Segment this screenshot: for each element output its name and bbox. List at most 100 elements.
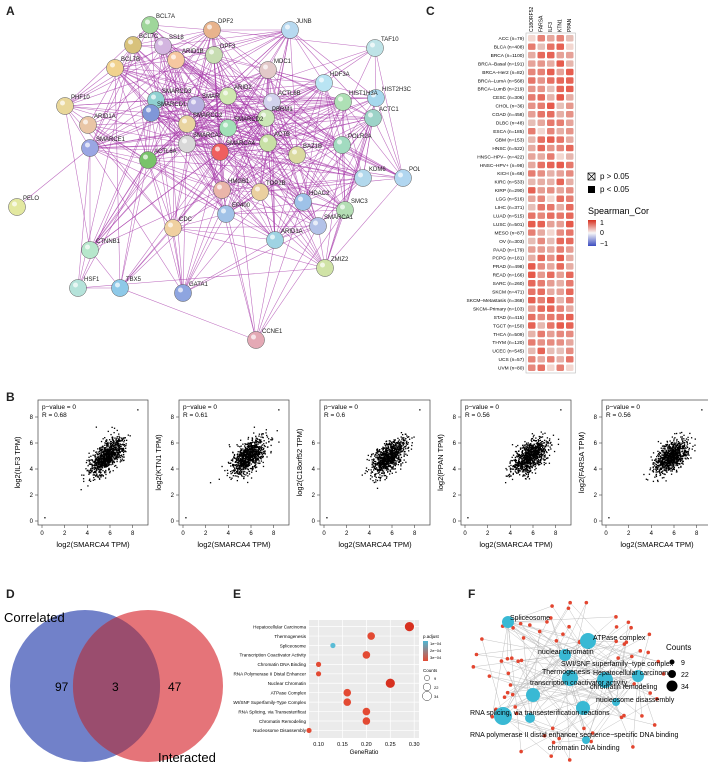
- heatmap-cell: [556, 305, 564, 312]
- heatmap-cell: [537, 280, 545, 287]
- term-node: [632, 670, 644, 682]
- heatmap-row-label: SKCM (n=471): [492, 290, 524, 296]
- heatmap-cell: [547, 254, 555, 262]
- heatmap-cell: [537, 161, 545, 169]
- heatmap-row-label: KIRC (n=533): [495, 180, 525, 186]
- network-node-label: SMC3: [351, 199, 368, 205]
- heatmap-cell: [566, 322, 574, 329]
- heatmap-cell: [556, 220, 564, 228]
- venn-count-interacted: 47: [168, 680, 182, 694]
- panel-label-d: D: [6, 587, 15, 601]
- ppi-network: BCL7A DPF2 JUNB BCL7C BCL7B SS18 ARID1B DPF3 MDC…: [8, 14, 420, 349]
- heatmap-cell: [547, 204, 555, 211]
- heatmap-cell: [528, 77, 536, 84]
- scatter-panel-row: p−value = 0R = 0.680 2 4 6 802468log2(SMARCA…: [13, 399, 708, 549]
- term-node: [559, 649, 571, 661]
- heatmap-cell: [566, 280, 574, 287]
- heatmap-cell: [528, 119, 536, 126]
- p-lt-symbol: [588, 186, 595, 193]
- heatmap-row-label: BRCA–Basal (n=191): [478, 61, 524, 67]
- legend-padj-title: p.adjust: [423, 634, 440, 639]
- x-tick-label: 4: [368, 531, 372, 537]
- heatmap-cell: [528, 111, 536, 118]
- term-node: [502, 616, 514, 628]
- y-tick-label: 8: [453, 415, 457, 421]
- x-axis-label: log2(SMARCA4 TPM): [620, 540, 694, 549]
- network-node-label: POLR2A: [348, 134, 372, 140]
- legend-p-lt: p < 0.05: [600, 185, 630, 194]
- heatmap-cell: [566, 364, 574, 371]
- network-node-label: ACTL6A: [154, 149, 177, 155]
- y-tick-label: 0: [312, 519, 316, 525]
- x-tick-label: 0: [322, 531, 326, 537]
- heatmap-cell: [537, 178, 545, 186]
- heatmap-cell: [547, 102, 555, 110]
- heatmap-cell: [537, 330, 545, 338]
- gene-node: [480, 637, 484, 641]
- heatmap-row-label: BRCA (n=1100): [491, 53, 525, 59]
- dotplot-point: [330, 642, 336, 649]
- heatmap-cell: [528, 313, 536, 321]
- count-tick: 9: [434, 676, 437, 681]
- y-tick-label: 4: [171, 467, 175, 473]
- heatmap-cell: [556, 204, 564, 211]
- r-value-label: R = 0.56: [465, 412, 490, 419]
- heatmap-cell: [556, 347, 564, 355]
- x-tick-label: 2: [204, 531, 208, 537]
- gene-node: [614, 615, 618, 619]
- heatmap-row-label: CESC (n=306): [493, 95, 525, 101]
- heatmap-row-label: SARC (n=260): [493, 281, 525, 287]
- x-tick-label: 2: [63, 531, 67, 537]
- x-tick-label: 8: [272, 531, 276, 537]
- network-node: MDC1: [259, 59, 292, 79]
- term-label: ATPase complex: [593, 635, 646, 642]
- gene-node: [648, 691, 652, 695]
- heatmap-cell: [537, 364, 545, 371]
- network-node: TOP2B: [251, 181, 286, 201]
- gene-node: [499, 659, 504, 663]
- heatmap-cell: [547, 60, 555, 67]
- venn-diagram: Correlated Interacted 97 3 47: [4, 610, 223, 765]
- count-legend-circle: [422, 691, 432, 701]
- dotplot-point: [404, 622, 415, 632]
- heatmap-row-label: PCPG (n=181): [492, 256, 524, 262]
- heatmap-cell: [528, 288, 536, 295]
- term-node: [597, 672, 613, 688]
- term-node: [576, 701, 590, 715]
- x-axis-label: log2(SMARCA4 TPM): [197, 540, 271, 549]
- network-node-label: SMARCD2: [234, 117, 264, 123]
- heatmap-cell: [528, 178, 536, 186]
- venn-intersection: [72, 617, 161, 755]
- heatmap-row-label: LUAD (n=515): [493, 213, 524, 219]
- heatmap-cell: [556, 296, 564, 304]
- network-node-label: DPF3: [220, 44, 236, 50]
- heatmap-cell: [556, 339, 564, 346]
- heatmap-cell: [566, 195, 574, 202]
- count-tick: 34: [681, 684, 689, 691]
- heatmap-cell: [547, 313, 555, 321]
- r-value-label: R = 0.6: [324, 412, 346, 419]
- heatmap-cell: [566, 68, 574, 76]
- heatmap-cell: [556, 119, 564, 126]
- term-label: nucleosome disassembly: [596, 697, 675, 704]
- heatmap-column-label: FARSA: [539, 15, 545, 32]
- heatmap-cell: [556, 254, 564, 262]
- x-tick-label: 0: [181, 531, 185, 537]
- network-node-label: SMARCD3: [162, 89, 192, 95]
- network-node: ACTC1: [364, 107, 399, 127]
- gene-node: [619, 715, 624, 720]
- heatmap-cell: [528, 339, 536, 346]
- y-tick-label: 4: [594, 467, 598, 473]
- spearman-colorbar: [588, 220, 596, 246]
- network-node: PHF10: [56, 95, 90, 115]
- dotplot-point: [343, 698, 352, 706]
- heatmap-cell: [566, 153, 574, 160]
- network-nodes: [471, 600, 666, 762]
- heatmap-cell: [566, 347, 574, 355]
- heatmap-cell: [556, 330, 564, 338]
- y-tick-label: 8: [171, 415, 175, 421]
- heatmap-cell: [528, 254, 536, 262]
- dotplot-term-label: RNA Polymerase II Distal Enhancer: [233, 672, 306, 677]
- network-node-label: ARID1B: [182, 49, 204, 55]
- heatmap-cell: [528, 246, 536, 253]
